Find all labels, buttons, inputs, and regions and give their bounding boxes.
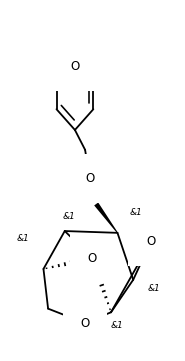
Text: &1: &1	[130, 209, 142, 217]
Text: &1: &1	[17, 234, 29, 243]
Text: &1: &1	[111, 321, 124, 330]
Text: O: O	[85, 172, 94, 185]
Text: O: O	[88, 252, 97, 265]
Text: O: O	[80, 317, 90, 330]
Text: &1: &1	[63, 212, 76, 221]
Text: O: O	[146, 235, 155, 248]
Text: O: O	[70, 60, 80, 73]
Text: &1: &1	[148, 284, 161, 293]
Polygon shape	[94, 203, 118, 233]
